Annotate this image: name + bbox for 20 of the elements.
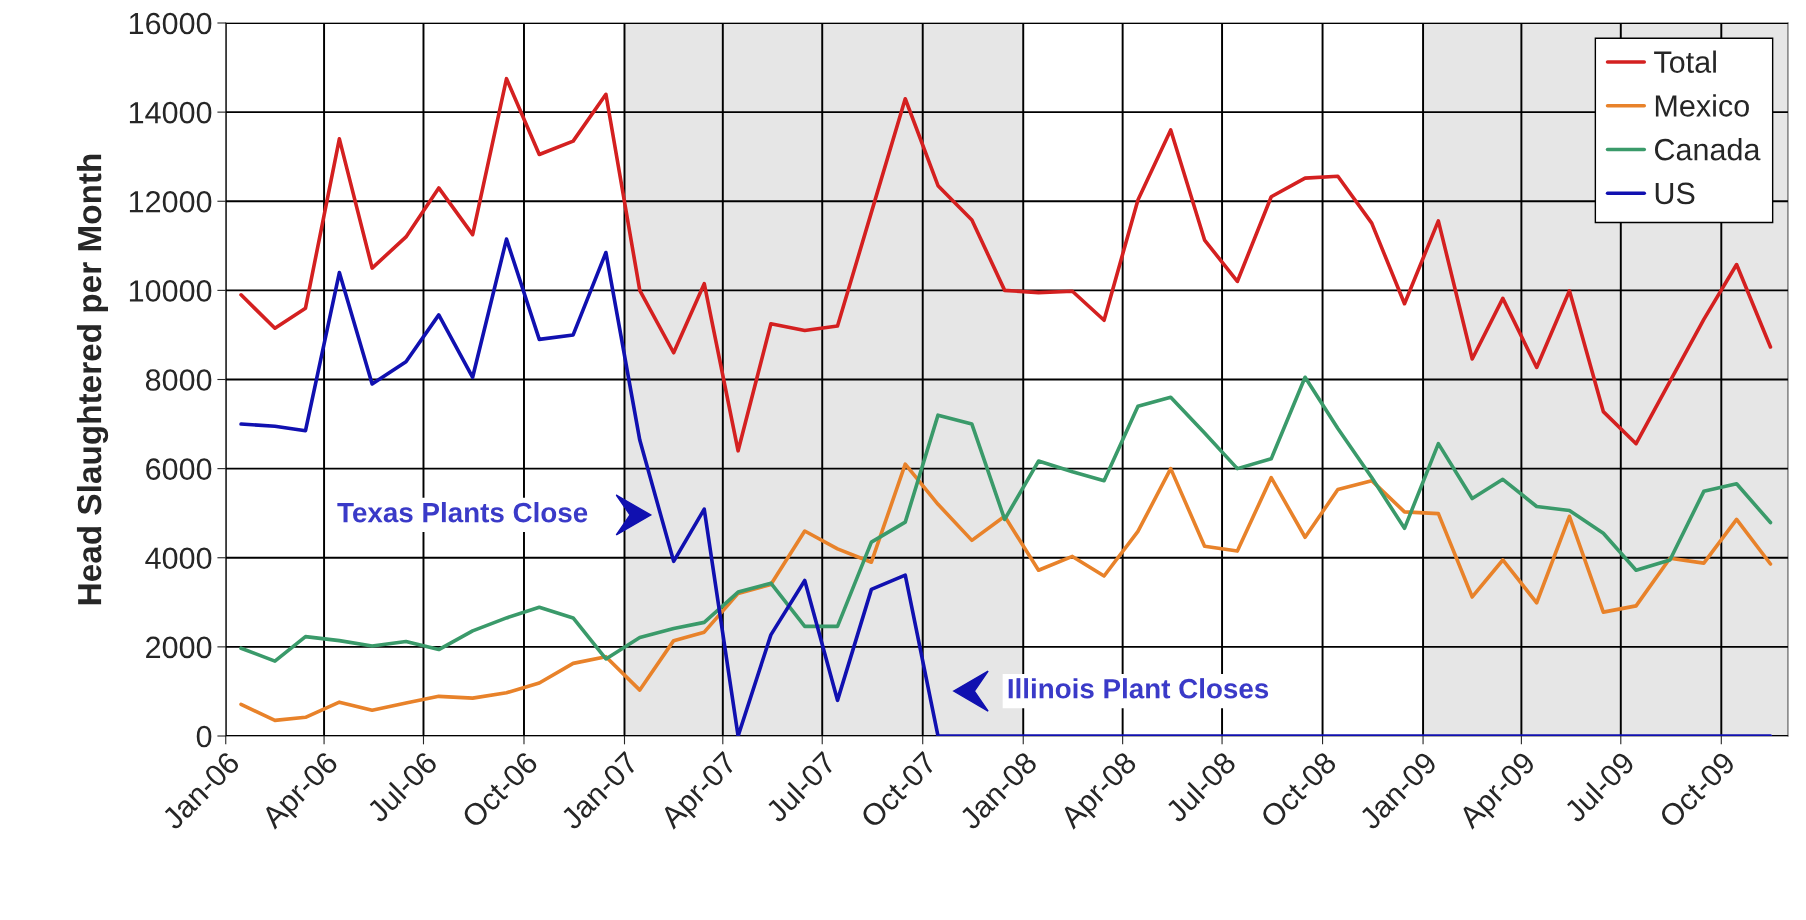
annotation: Texas Plants Close: [337, 502, 588, 523]
y-tick-label: 16000: [129, 12, 212, 35]
annotation: Illinois Plant Closes: [1008, 678, 1269, 699]
legend-label: US: [1655, 182, 1695, 205]
legend-label: Total: [1654, 50, 1716, 73]
y-tick-label: 10000: [129, 280, 212, 302]
line-series: [239, 237, 1773, 736]
y-tick-label: 4000: [145, 547, 212, 570]
legend-label: Mexico: [1655, 94, 1749, 117]
line-series: [239, 462, 1773, 723]
y-tick-label: 6000: [146, 458, 212, 480]
y-tick-label: 12000: [129, 190, 212, 213]
y-axis-title: Head Slaughtered per Month: [76, 154, 109, 605]
y-tick-label: 8000: [145, 369, 212, 391]
line-series: [239, 375, 1773, 663]
legend-label: Canada: [1654, 138, 1761, 161]
line-series: [239, 76, 1773, 453]
y-tick-label: 14000: [129, 101, 212, 124]
y-tick-label: 2000: [146, 636, 212, 659]
y-tick-label: 0: [196, 725, 212, 748]
